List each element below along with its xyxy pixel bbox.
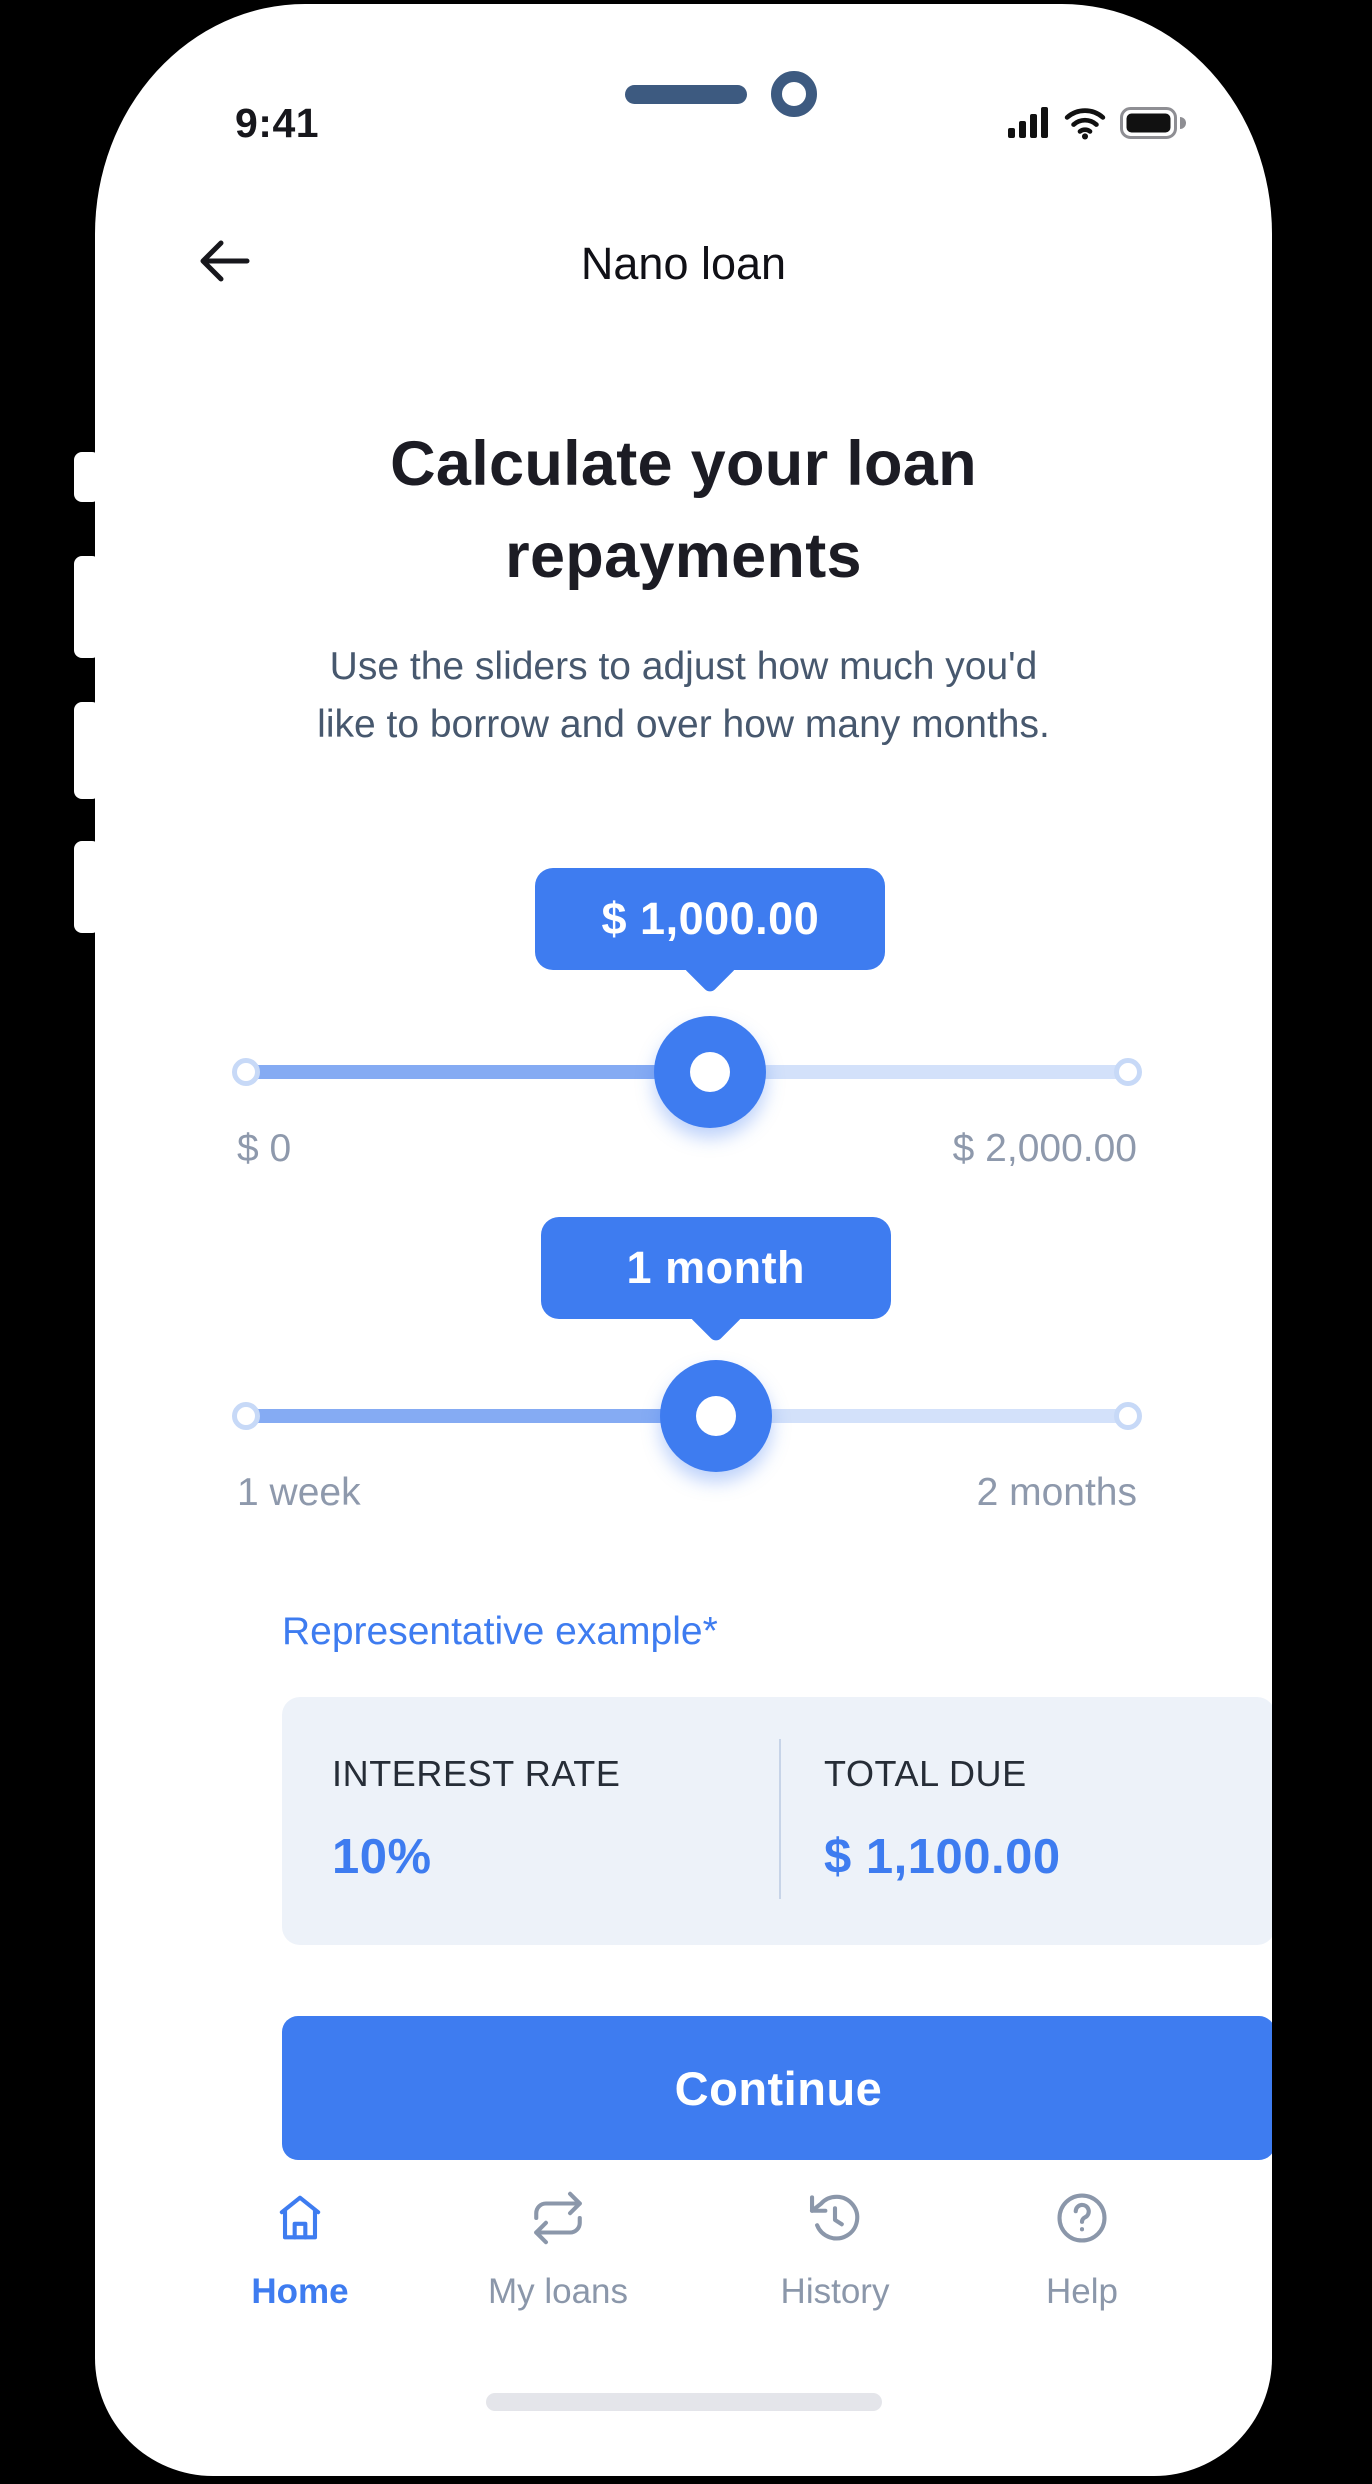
- amount-slider-thumb[interactable]: [654, 1016, 767, 1128]
- calculator-heading: Calculate your loan repayments: [390, 429, 977, 591]
- repeat-icon: [448, 2188, 668, 2248]
- continue-button[interactable]: Continue: [282, 2016, 1272, 2160]
- term-slider-fill: [237, 1409, 716, 1423]
- status-time: 9:41: [235, 100, 320, 146]
- history-icon: [725, 2188, 945, 2248]
- slider-min-dot: [232, 1058, 260, 1086]
- nav-item-my-loans[interactable]: My loans: [448, 2188, 668, 2312]
- term-tooltip: 1 month: [540, 1217, 891, 1344]
- term-slider[interactable]: 1 month 1 week 2 months: [232, 1217, 1142, 1514]
- back-button[interactable]: [191, 228, 257, 294]
- slider-max-dot: [1114, 1058, 1142, 1086]
- term-tooltip-value: 1 month: [540, 1217, 891, 1319]
- amount-slider-fill: [237, 1065, 711, 1079]
- term-slider-thumb[interactable]: [659, 1360, 772, 1472]
- speaker-grille: [625, 85, 747, 104]
- term-max-label: 2 months: [976, 1471, 1137, 1514]
- amount-slider[interactable]: $ 1,000.00 $ 0 $ 2,000.00: [232, 868, 1142, 1170]
- wifi-icon: [1063, 106, 1107, 140]
- nav-item-help[interactable]: Help: [972, 2188, 1192, 2312]
- total-due-label: TOTAL DUE: [824, 1753, 1027, 1794]
- page-title: Nano loan: [580, 238, 787, 289]
- help-icon: [972, 2188, 1192, 2248]
- battery-icon: [1120, 106, 1186, 140]
- amount-tooltip-value: $ 1,000.00: [535, 868, 886, 970]
- card-divider: [778, 1739, 781, 1899]
- interest-rate-value: 10%: [332, 1830, 432, 1884]
- slider-max-dot: [1114, 1402, 1142, 1430]
- front-camera: [771, 71, 817, 117]
- status-icons: [1008, 106, 1186, 140]
- amount-min-label: $ 0: [237, 1127, 292, 1170]
- interest-rate-label: INTEREST RATE: [332, 1753, 621, 1794]
- phone-screen: 9:41: [95, 4, 1272, 2476]
- signal-icon: [1008, 106, 1050, 140]
- slider-min-dot: [232, 1402, 260, 1430]
- nav-item-home[interactable]: Home: [190, 2188, 410, 2312]
- term-min-label: 1 week: [237, 1471, 361, 1514]
- amount-max-label: $ 2,000.00: [952, 1127, 1137, 1170]
- example-card: INTEREST RATE 10% TOTAL DUE $ 1,100.00: [282, 1697, 1272, 1945]
- nav-item-history[interactable]: History: [725, 2188, 945, 2312]
- total-due-value: $ 1,100.00: [824, 1830, 1061, 1884]
- home-icon: [190, 2188, 410, 2248]
- home-indicator[interactable]: [485, 2393, 882, 2411]
- representative-example-link[interactable]: Representative example*: [282, 1610, 718, 1653]
- amount-tooltip: $ 1,000.00: [535, 868, 886, 995]
- calculator-subtitle: Use the sliders to adjust how much you'd…: [317, 645, 1050, 746]
